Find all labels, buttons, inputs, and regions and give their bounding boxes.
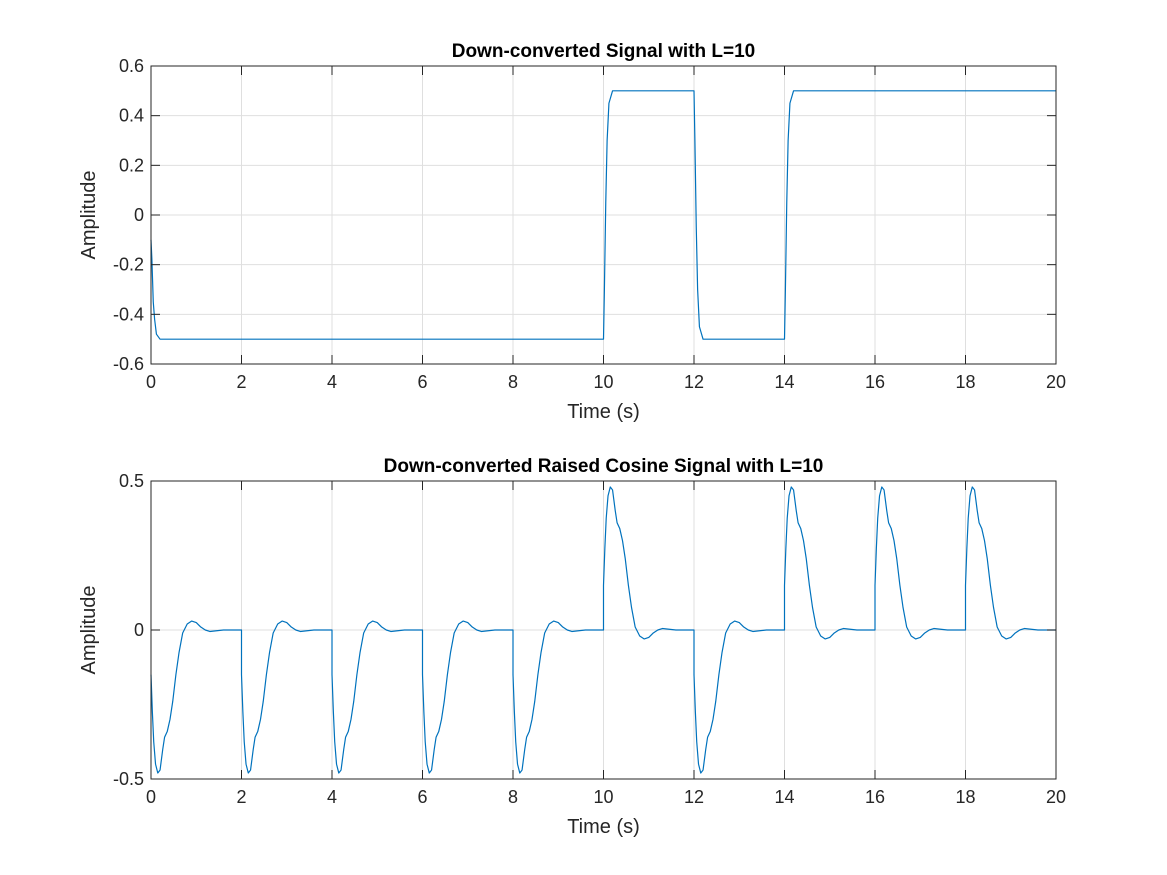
plot1-xtick-label-4: 8 [508,372,518,392]
plot1-ytick-label-3: 0 [134,205,144,225]
plot1-xtick-label-7: 14 [774,372,794,392]
plot2-ytick-label-0: -0.5 [113,769,144,789]
plot2-ylabel: Amplitude [78,586,100,675]
plot2-ytick-label-1: 0 [134,620,144,640]
plot1-xtick-label-1: 2 [236,372,246,392]
plot1-ytick-label-1: -0.4 [113,304,144,324]
plot2-series-line [150,486,1056,774]
plot1-xlabel: Time (s) [567,401,640,423]
plot1-xtick-label-2: 4 [327,372,337,392]
plot1-xtick-label-0: 0 [146,372,156,392]
plot1-ytick-label-4: 0.2 [119,155,144,175]
plot1-title: Down-converted Signal with L=10 [452,41,756,62]
plot2-xtick-label-2: 4 [327,787,337,807]
plot1-ylabel: Amplitude [78,171,100,260]
plot2-xtick-label-6: 12 [684,787,704,807]
plot2-title: Down-converted Raised Cosine Signal with… [384,456,824,477]
plot2-xtick-label-9: 18 [955,787,975,807]
plot2-xtick-label-3: 6 [417,787,427,807]
plot1-series-line [150,90,1056,340]
plot2-ytick-label-2: 0.5 [119,471,144,491]
plot1-ytick-label-0: -0.6 [113,354,144,374]
plot1-xtick-label-5: 10 [593,372,613,392]
plot1-ytick-label-2: -0.2 [113,255,144,275]
plot1-xtick-label-8: 16 [865,372,885,392]
plot2-xtick-label-4: 8 [508,787,518,807]
plot1-ytick-label-6: 0.6 [119,56,144,76]
plot2-xtick-label-0: 0 [146,787,156,807]
plot2-xtick-label-10: 20 [1046,787,1066,807]
plot1-xtick-label-3: 6 [417,372,427,392]
plot2-xtick-label-1: 2 [236,787,246,807]
plot1-ytick-label-5: 0.4 [119,106,144,126]
plot2-xtick-label-7: 14 [774,787,794,807]
plot1-xtick-label-6: 12 [684,372,704,392]
plot1-xtick-label-9: 18 [955,372,975,392]
plot2-xlabel: Time (s) [567,816,640,838]
plot2-xtick-label-8: 16 [865,787,885,807]
plot1-xtick-label-10: 20 [1046,372,1066,392]
plot2-xtick-label-5: 10 [593,787,613,807]
